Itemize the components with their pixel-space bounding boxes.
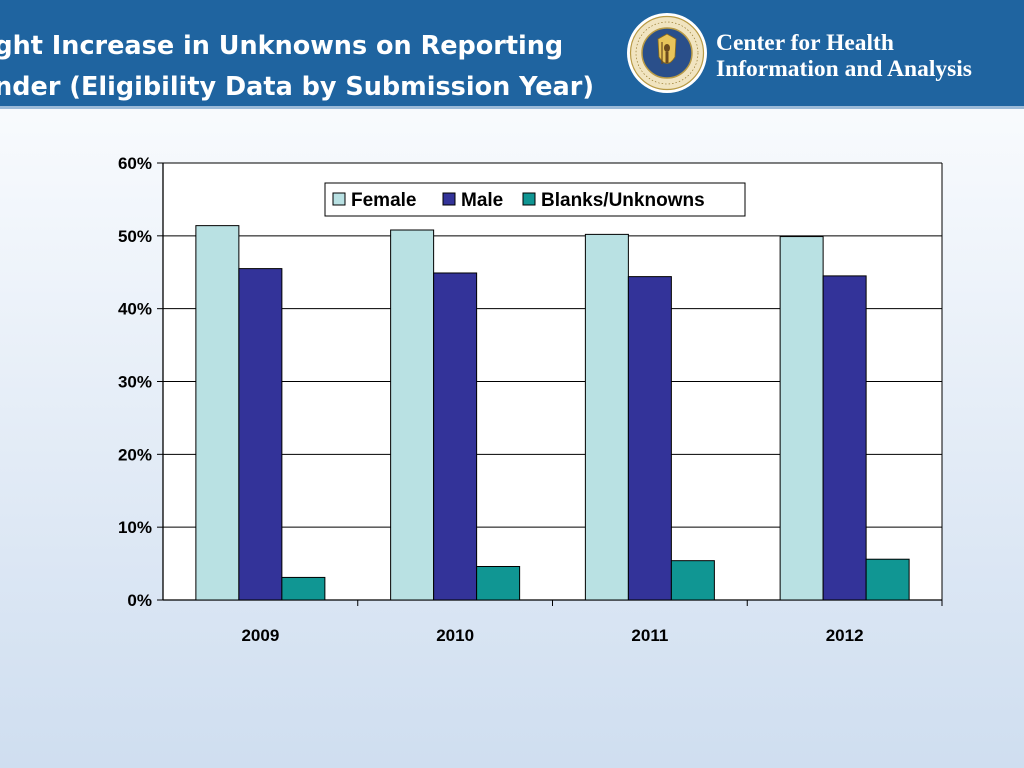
slide-title: light Increase in Unknowns on Reporting …: [0, 26, 594, 106]
bar-blanks-unknowns-2009: [281, 576, 326, 601]
bar-male-2010: [433, 272, 478, 601]
y-tick-label: 10%: [118, 518, 152, 537]
organization-name-line-2: Information and Analysis: [716, 56, 972, 82]
bar-female-2011: [584, 233, 629, 601]
organization-name-line-1: Center for Health: [716, 30, 894, 56]
x-tick-label: 2010: [436, 626, 474, 645]
slide-header: light Increase in Unknowns on Reporting …: [0, 0, 1024, 109]
legend-label: Male: [461, 190, 503, 211]
y-tick-label: 60%: [118, 154, 152, 173]
legend-swatch-male: [442, 192, 456, 206]
y-tick-label: 40%: [118, 300, 152, 319]
bar-blanks-unknowns-2010: [476, 565, 521, 601]
legend-swatch-female: [332, 192, 346, 206]
bar-chart: 0% 10% 20% 30% 40% 50% 60% 2009 2010 2011 2012 Fema…: [118, 154, 943, 645]
bar-male-2009: [238, 268, 283, 601]
x-tick-label: 2011: [631, 626, 668, 645]
y-tick-label: 0%: [127, 591, 152, 610]
chart-area: 0% 10% 20% 30% 40% 50% 60% 2009 2010 2011 2012 Fema…: [0, 106, 1024, 666]
legend-swatch-blanks-unknowns: [522, 192, 536, 206]
y-tick-label: 20%: [118, 445, 152, 464]
massachusetts-seal-icon: [627, 13, 707, 93]
x-tick-label: 2012: [826, 626, 864, 645]
legend-label: Blanks/Unknowns: [541, 190, 705, 211]
y-tick-label: 30%: [118, 373, 152, 392]
bar-female-2010: [390, 229, 435, 601]
bar-female-2009: [195, 225, 240, 601]
bar-female-2012: [779, 236, 824, 601]
bar-male-2011: [627, 276, 672, 601]
organization-name: Center for Health Information and Analys…: [716, 30, 972, 82]
slide-title-line-2: ender (Eligibility Data by Submission Ye…: [0, 72, 594, 102]
bar-blanks-unknowns-2011: [670, 560, 715, 601]
bar-male-2012: [822, 275, 867, 601]
x-tick-label: 2009: [241, 626, 279, 645]
bar-blanks-unknowns-2012: [865, 558, 910, 601]
slide-title-line-1: light Increase in Unknowns on Reporting: [0, 31, 564, 61]
y-tick-label: 50%: [118, 227, 152, 246]
legend-label: Female: [351, 190, 416, 211]
